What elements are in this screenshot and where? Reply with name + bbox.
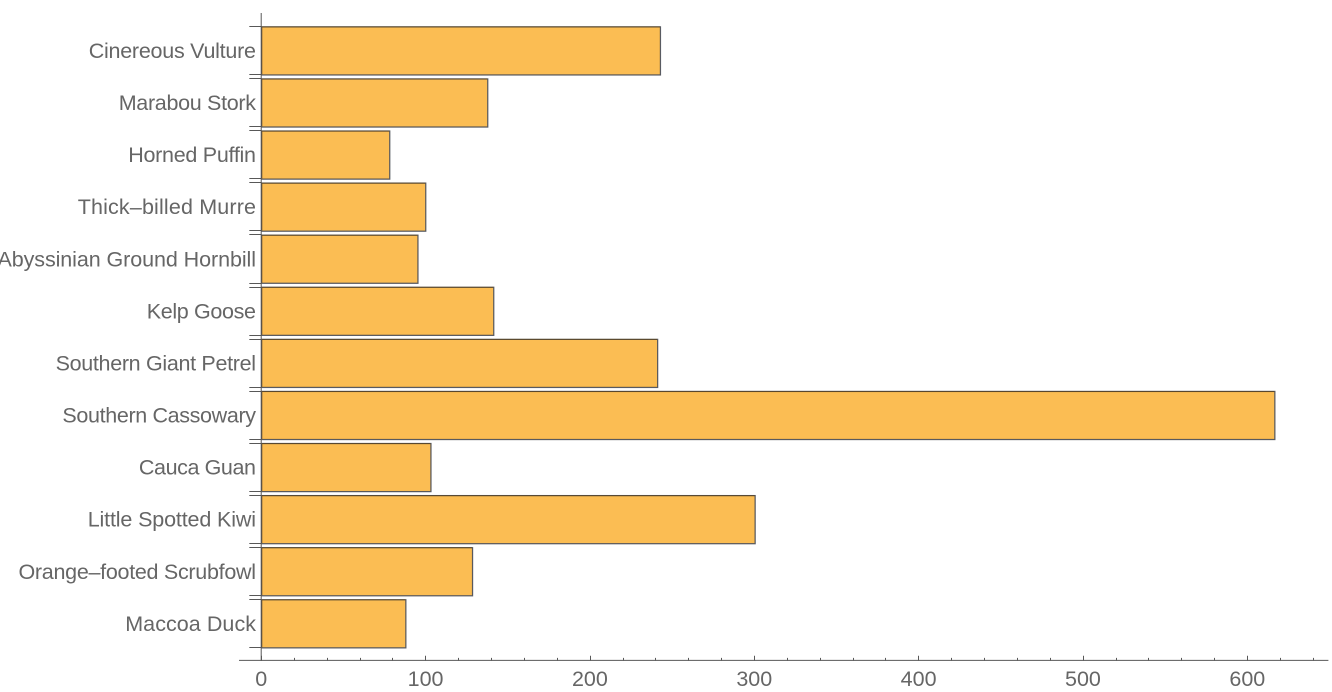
svg-text:Maccoa Duck: Maccoa Duck	[125, 612, 256, 636]
svg-text:200: 200	[572, 667, 608, 691]
svg-text:Little Spotted Kiwi: Little Spotted Kiwi	[88, 508, 256, 532]
svg-text:Orange–footed Scrubfowl: Orange–footed Scrubfowl	[19, 560, 257, 584]
svg-text:0: 0	[255, 667, 267, 691]
svg-text:600: 600	[1229, 667, 1265, 691]
svg-text:Cauca Guan: Cauca Guan	[139, 456, 256, 480]
svg-text:Southern Giant Petrel: Southern Giant Petrel	[56, 351, 256, 375]
svg-text:Abyssinian Ground Hornbill: Abyssinian Ground Hornbill	[0, 247, 256, 271]
svg-text:Kelp Goose: Kelp Goose	[147, 299, 256, 323]
svg-text:300: 300	[736, 667, 772, 691]
svg-text:Horned Puffin: Horned Puffin	[128, 143, 256, 167]
svg-text:400: 400	[901, 667, 937, 691]
svg-text:Cinereous Vulture: Cinereous Vulture	[89, 39, 256, 63]
svg-text:Thick–billed Murre: Thick–billed Murre	[78, 195, 256, 219]
svg-text:500: 500	[1065, 667, 1101, 691]
svg-text:100: 100	[408, 667, 444, 691]
svg-text:Southern Cassowary: Southern Cassowary	[62, 404, 256, 428]
svg-text:Marabou Stork: Marabou Stork	[119, 91, 257, 115]
